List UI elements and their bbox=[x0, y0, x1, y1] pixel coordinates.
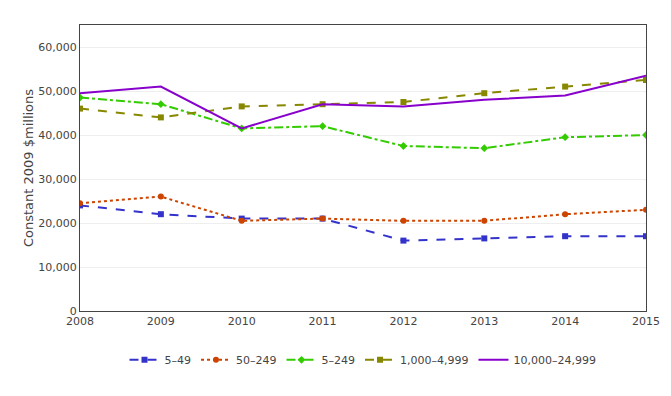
svg-text:50,000: 50,000 bbox=[38, 85, 77, 98]
svg-text:2014: 2014 bbox=[551, 315, 579, 328]
svg-text:40,000: 40,000 bbox=[38, 129, 77, 142]
svg-text:10,000: 10,000 bbox=[38, 261, 77, 274]
svg-text:2011: 2011 bbox=[309, 315, 337, 328]
svg-text:2015: 2015 bbox=[632, 315, 660, 328]
svg-text:5–249: 5–249 bbox=[322, 354, 356, 367]
svg-text:10,000–24,999: 10,000–24,999 bbox=[513, 354, 595, 367]
svg-text:2008: 2008 bbox=[66, 315, 94, 328]
svg-text:5–49: 5–49 bbox=[165, 354, 192, 367]
svg-text:50–249: 50–249 bbox=[236, 354, 277, 367]
svg-text:2010: 2010 bbox=[228, 315, 256, 328]
svg-text:2009: 2009 bbox=[147, 315, 175, 328]
svg-text:2012: 2012 bbox=[389, 315, 417, 328]
svg-text:0: 0 bbox=[70, 305, 77, 318]
svg-text:2013: 2013 bbox=[470, 315, 498, 328]
svg-text:1,000–4,999: 1,000–4,999 bbox=[400, 354, 468, 367]
svg-text:60,000: 60,000 bbox=[38, 41, 77, 54]
svg-text:30,000: 30,000 bbox=[38, 173, 77, 186]
svg-text:20,000: 20,000 bbox=[38, 217, 77, 230]
svg-text:Constant 2009 $millions: Constant 2009 $millions bbox=[21, 89, 36, 247]
